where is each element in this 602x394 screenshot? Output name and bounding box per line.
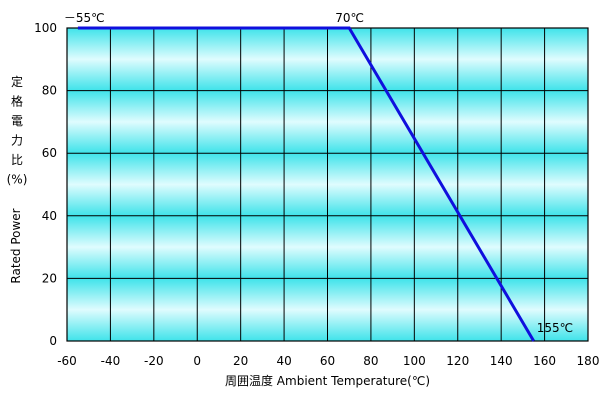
annotation-label: －55℃ [64,11,105,25]
x-tick-label: 120 [446,354,469,368]
y-label-char: (%) [7,173,28,187]
y-label-char: 電 [11,114,23,128]
x-tick-label: 0 [193,354,201,368]
x-tick-label: 40 [276,354,291,368]
y-tick-label: 100 [34,21,57,35]
y-label-char: 格 [11,94,23,109]
x-tick-label: 20 [233,354,248,368]
y-axis-ticks: 0 20 40 60 80 100 [34,21,57,348]
x-tick-label: 160 [533,354,556,368]
x-axis-ticks: -60 -40 -20 0 20 40 60 80 100 120 140 160 180 [57,354,599,368]
x-tick-label: -40 [101,354,121,368]
x-tick-label: -20 [144,354,164,368]
annotation-label: 70℃ [335,11,364,25]
x-tick-label: 60 [320,354,335,368]
x-tick-label: 100 [403,354,426,368]
y-axis-label-english: Rated Power [9,208,23,283]
x-axis-label: 周囲温度 Ambient Temperature(℃) [225,373,430,388]
y-tick-label: 80 [42,84,57,98]
y-label-char: 力 [11,134,23,148]
annotation-label: 155℃ [537,321,573,335]
y-label-char: 定 [11,74,23,89]
y-tick-label: 0 [49,334,57,348]
y-tick-label: 40 [42,209,57,223]
x-tick-label: 80 [363,354,378,368]
x-tick-label: 140 [490,354,513,368]
derating-curve [77,26,535,342]
x-tick-label: -60 [57,354,77,368]
y-tick-label: 20 [42,271,57,285]
y-label-char: 比 [11,153,23,167]
y-tick-label: 60 [42,146,57,160]
x-tick-label: 180 [577,354,600,368]
annotations-layer: －55℃ 70℃ 155℃ [64,11,573,335]
series-layer [77,26,535,342]
